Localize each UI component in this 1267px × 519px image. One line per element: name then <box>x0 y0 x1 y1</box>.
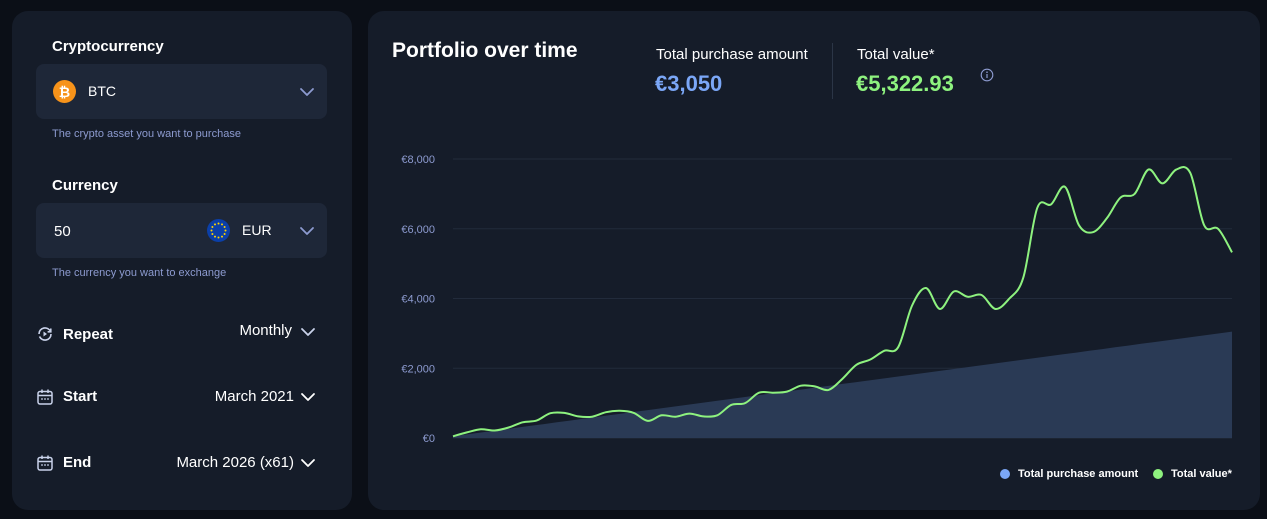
crypto-hint: The crypto asset you want to purchase <box>52 128 241 140</box>
chevron-down-icon <box>300 88 314 96</box>
portfolio-chart: €0 €2,000 €4,000 €6,000 €8,000 <box>401 154 1233 445</box>
amount-input[interactable] <box>52 219 176 243</box>
y-tick-label: €8,000 <box>401 154 435 166</box>
bitcoin-icon: ₿ <box>53 80 76 103</box>
eu-flag-icon <box>207 219 230 242</box>
legend-label-purchase: Total purchase amount <box>1018 468 1139 480</box>
chevron-down-icon <box>301 393 315 401</box>
portfolio-chart-panel: Portfolio over time Total purchase amoun… <box>368 11 1260 510</box>
purchase-amount-area <box>453 331 1232 438</box>
total-value-label: Total value* <box>857 46 935 63</box>
currency-amount-select[interactable]: EUR <box>36 203 327 258</box>
crypto-section-title: Cryptocurrency <box>52 38 164 55</box>
end-label: End <box>63 454 92 471</box>
dca-settings-panel: Cryptocurrency ₿ BTC The crypto asset yo… <box>12 11 352 510</box>
chevron-down-icon <box>301 459 315 467</box>
crypto-select[interactable]: ₿ BTC <box>36 64 327 119</box>
total-purchase-value: €3,050 <box>655 71 723 96</box>
legend-dot-value <box>1153 469 1163 479</box>
start-value[interactable]: March 2021 <box>214 388 294 405</box>
calendar-icon <box>37 455 53 471</box>
currency-section-title: Currency <box>52 177 118 194</box>
total-value-line <box>452 166 1233 438</box>
currency-hint: The currency you want to exchange <box>52 267 227 279</box>
chevron-down-icon <box>300 227 314 235</box>
legend-label-value: Total value* <box>1171 468 1232 480</box>
y-tick-label: €2,000 <box>401 363 435 375</box>
legend-dot-purchase <box>1000 469 1010 479</box>
total-value-value: €5,322.93 <box>856 71 954 96</box>
y-tick-label: €0 <box>423 433 435 445</box>
repeat-icon <box>38 327 52 341</box>
crypto-selected-value: BTC <box>88 83 116 99</box>
start-label: Start <box>63 388 98 405</box>
end-value[interactable]: March 2026 (x61) <box>176 454 294 471</box>
legend-item-value: Total value* <box>1153 468 1232 480</box>
chart-title: Portfolio over time <box>392 39 578 62</box>
legend-item-purchase: Total purchase amount <box>1000 468 1138 480</box>
y-tick-label: €4,000 <box>401 294 435 306</box>
calendar-icon <box>37 389 53 405</box>
info-icon[interactable] <box>980 68 994 82</box>
total-purchase-label: Total purchase amount <box>656 46 808 63</box>
chevron-down-icon <box>301 328 315 336</box>
repeat-label: Repeat <box>63 326 114 343</box>
stats-divider <box>832 43 833 99</box>
y-tick-label: €6,000 <box>401 224 435 236</box>
repeat-value[interactable]: Monthly <box>239 322 292 339</box>
currency-selected-value: EUR <box>242 222 272 238</box>
